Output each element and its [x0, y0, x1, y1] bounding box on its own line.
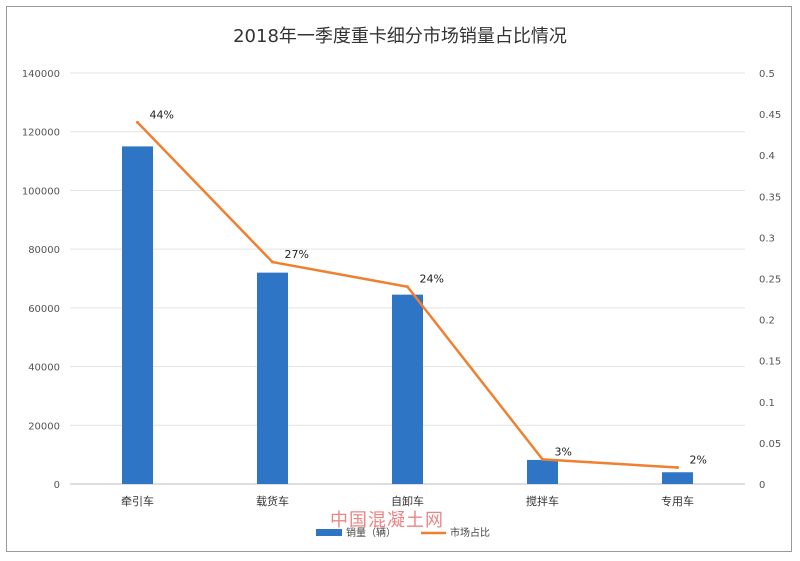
y-right-tick-label: 0.5: [759, 69, 775, 80]
y-right-tick-label: 0.4: [759, 151, 775, 162]
share-point: [271, 260, 274, 264]
data-label: 3%: [555, 445, 572, 458]
y-right-tick-label: 0.15: [759, 357, 781, 368]
y-left-tick-label: 80000: [28, 245, 60, 256]
x-tick-label: 搅拌车: [526, 494, 559, 508]
y-left-tick-label: 40000: [28, 363, 60, 374]
y-left-tick-label: 140000: [22, 69, 60, 80]
y-right-tick-label: 0.25: [759, 275, 781, 286]
y-right-tick-label: 0.2: [759, 316, 775, 327]
legend-label-share: 市场占比: [450, 526, 490, 539]
y-left-tick-label: 20000: [28, 421, 60, 432]
legend-swatch-sales: [316, 529, 342, 536]
y-left-tick-label: 60000: [28, 304, 60, 315]
data-label: 2%: [690, 454, 707, 467]
data-label: 24%: [420, 273, 444, 286]
y-right-tick-label: 0: [759, 480, 765, 491]
x-tick-label: 专用车: [661, 494, 694, 508]
y-right-tick-label: 0.05: [759, 439, 781, 450]
bar-自卸车: [392, 294, 423, 484]
share-point: [406, 285, 409, 289]
chart-title: 2018年一季度重卡细分市场销量占比情况: [233, 26, 567, 47]
y-left-tick-label: 100000: [22, 186, 60, 197]
data-label: 44%: [150, 108, 174, 121]
watermark: 中国混凝土网: [330, 510, 444, 531]
y-left-tick-label: 120000: [22, 128, 60, 139]
share-point: [541, 457, 544, 461]
y-right-tick-label: 0.45: [759, 110, 781, 121]
share-point: [136, 120, 139, 124]
y-right-tick-label: 0.3: [759, 233, 775, 244]
y-right-tick-label: 0.35: [759, 192, 781, 203]
bar-载货车: [257, 272, 288, 484]
data-label: 27%: [285, 248, 309, 261]
bar-搅拌车: [527, 459, 558, 484]
x-tick-label: 自卸车: [391, 494, 424, 508]
y-right-tick-label: 0.1: [759, 398, 775, 409]
bar-牵引车: [122, 146, 153, 484]
x-tick-label: 牵引车: [121, 494, 154, 508]
x-tick-label: 载货车: [256, 494, 289, 508]
y-left-tick-label: 0: [54, 480, 60, 491]
legend-label-sales: 销量（辆）: [346, 526, 396, 539]
bar-专用车: [662, 472, 693, 484]
share-point: [676, 466, 679, 470]
